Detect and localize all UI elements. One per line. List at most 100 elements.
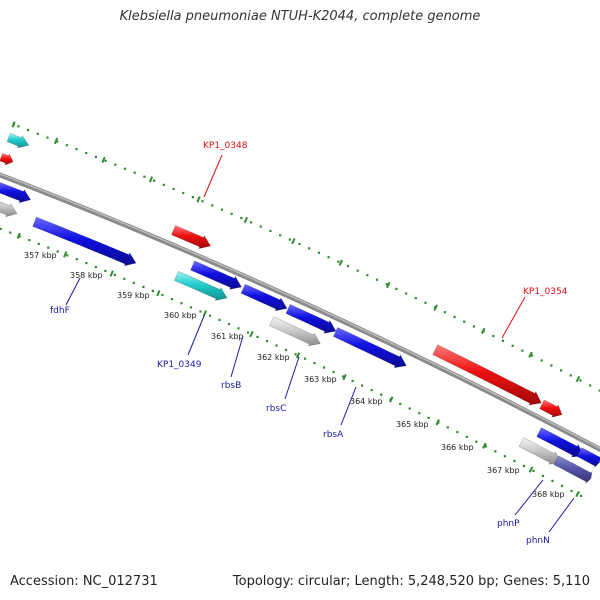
tick-dot: [279, 234, 282, 237]
tick-dot: [17, 125, 20, 128]
tick-dot: [351, 379, 354, 383]
tick-dot: [322, 366, 326, 369]
tick-dot: [356, 269, 359, 272]
tick-dot: [18, 235, 21, 238]
tick-dot: [317, 251, 321, 254]
tick-dot: [530, 354, 534, 357]
tick-dot: [446, 426, 449, 429]
kbp-label: 363 kbp: [304, 375, 337, 384]
tick-dot: [230, 212, 233, 215]
tick-dot: [513, 460, 516, 463]
tick-dot: [560, 484, 564, 487]
tick-dot: [104, 159, 107, 162]
gene-arrow[interactable]: [576, 447, 600, 468]
kbp-label: 367 kbp: [487, 466, 520, 475]
tick-mark: [338, 259, 343, 266]
gene-arrow-phnN[interactable]: [553, 455, 593, 484]
tick-dot: [113, 273, 116, 277]
tick-dot: [189, 306, 193, 309]
tick-dot: [65, 144, 68, 147]
label-leaders: [65, 154, 575, 533]
tick-dot: [85, 262, 88, 265]
tick-dot: [456, 431, 459, 434]
gene-arrow[interactable]: [269, 316, 321, 347]
tick-mark: [342, 374, 347, 381]
tick-dot: [579, 494, 583, 498]
tick-mark: [101, 156, 106, 164]
gene-label-fdhF: fdhF: [50, 306, 70, 316]
tick-dot: [143, 175, 146, 178]
tick-mark: [16, 232, 21, 240]
tick-mark: [575, 490, 580, 498]
tick-dot: [104, 269, 107, 273]
tick-dot: [162, 183, 165, 186]
tick-dot: [589, 384, 592, 387]
tick-dot: [259, 225, 262, 228]
tick-dot: [227, 323, 231, 326]
gene-arrow[interactable]: [0, 153, 14, 166]
tick-dot: [218, 318, 221, 321]
tick-dot: [342, 375, 345, 378]
gene-arrow[interactable]: [6, 132, 30, 149]
tick-dot: [395, 287, 398, 290]
tick-dot: [492, 334, 495, 338]
tick-dot: [424, 301, 427, 304]
tick-mark: [482, 442, 487, 449]
gene-track[interactable]: [0, 132, 600, 484]
tick-dot: [472, 325, 476, 328]
tick-dot: [380, 393, 383, 396]
tick-dot: [172, 187, 175, 191]
tick-mark: [291, 237, 296, 245]
tick-mark: [388, 396, 394, 403]
gene-arrow[interactable]: [0, 182, 32, 204]
tick-dot: [142, 285, 145, 289]
tick-dot: [550, 364, 553, 367]
tick-rows: [0, 121, 600, 498]
tick-dot: [570, 489, 573, 492]
tick-dot: [463, 320, 466, 323]
tick-dot: [298, 242, 301, 246]
tick-mark: [156, 290, 161, 297]
gene-label-rbsB: rbsB: [221, 381, 241, 391]
gene-arrow[interactable]: [0, 196, 18, 218]
gene-arrow-rbsA[interactable]: [333, 327, 407, 369]
tick-dot: [46, 136, 49, 139]
gene-arrow[interactable]: [190, 260, 242, 290]
kbp-label: 360 kbp: [164, 311, 197, 320]
tick-dot: [503, 455, 506, 458]
gene-arrow[interactable]: [539, 399, 563, 418]
gene-arrow-rbsC[interactable]: [285, 304, 337, 334]
tick-mark: [148, 176, 154, 183]
kbp-label: 359 kbp: [117, 291, 150, 300]
tick-dot: [275, 344, 278, 347]
gene-label-rbsC: rbsC: [266, 404, 286, 414]
tick-mark: [11, 121, 16, 128]
gene-arrow-KP1_0354[interactable]: [432, 344, 542, 406]
tick-dot: [199, 310, 202, 313]
kbp-label: 361 kbp: [211, 332, 244, 341]
tick-dot: [56, 140, 59, 143]
tick-mark: [109, 270, 114, 277]
tick-dot: [370, 389, 373, 392]
map-title: Klebsiella pneumoniae NTUH-K2044, comple…: [119, 9, 481, 24]
gene-arrow-KP1_0348[interactable]: [171, 225, 212, 250]
tick-dot: [75, 258, 78, 261]
tick-dot: [540, 359, 543, 362]
gene-label-phnP: phnP: [497, 519, 520, 529]
kbp-label: 366 kbp: [441, 443, 474, 452]
tick-dot: [26, 128, 30, 132]
tick-dot: [265, 340, 269, 343]
gene-label-rbsA: rbsA: [323, 430, 344, 440]
kbp-label: 365 kbp: [396, 420, 429, 429]
tick-dot: [288, 238, 291, 241]
tick-dot: [161, 293, 164, 297]
tick-dot: [501, 339, 505, 343]
gene-arrow-fdhF[interactable]: [32, 216, 137, 267]
tick-dot: [191, 196, 195, 199]
backbone-line: [0, 172, 600, 453]
gene-arrow-KP1_0349[interactable]: [174, 270, 228, 301]
tick-dot: [249, 221, 253, 224]
gene-arrow-rbsB[interactable]: [240, 283, 288, 312]
tick-dot: [94, 155, 98, 159]
